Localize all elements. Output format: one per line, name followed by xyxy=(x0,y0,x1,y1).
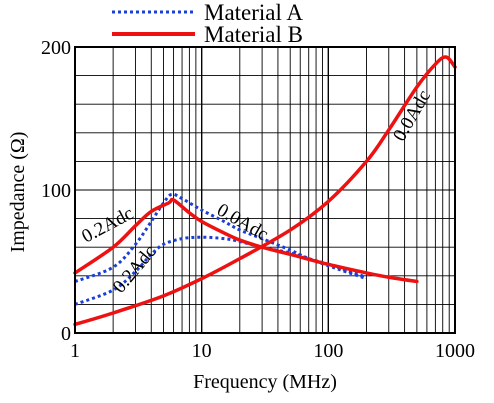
tick-label-layer: 1 10 100 1000 0 100 200 xyxy=(41,37,475,362)
x-axis-label: Frequency (MHz) xyxy=(193,371,337,393)
grid-layer xyxy=(74,46,456,334)
y-tick-label: 200 xyxy=(41,37,71,59)
series-line-material-b-02adc xyxy=(73,197,419,284)
x-tick-label: 1 xyxy=(70,340,80,362)
legend-label-material-b: Material B xyxy=(204,22,303,47)
plot-frame xyxy=(74,46,456,334)
y-axis-label: Impedance (Ω) xyxy=(7,132,29,253)
x-tick-label: 100 xyxy=(313,340,343,362)
x-tick-label: 10 xyxy=(192,340,212,362)
series-line-material-b-00adc xyxy=(73,55,457,327)
legend: Material A Material B xyxy=(112,0,303,47)
y-tick-label: 0 xyxy=(61,323,71,345)
legend-label-material-a: Material A xyxy=(204,0,303,25)
curve-annotation: 0.2Adc xyxy=(109,241,161,297)
x-tick-label: 1000 xyxy=(435,340,475,362)
curve-annotation: 0.2Adc xyxy=(78,203,137,248)
series-layer xyxy=(73,55,457,327)
series-line-material-a-02adc xyxy=(74,192,367,283)
y-tick-label: 100 xyxy=(41,180,71,202)
